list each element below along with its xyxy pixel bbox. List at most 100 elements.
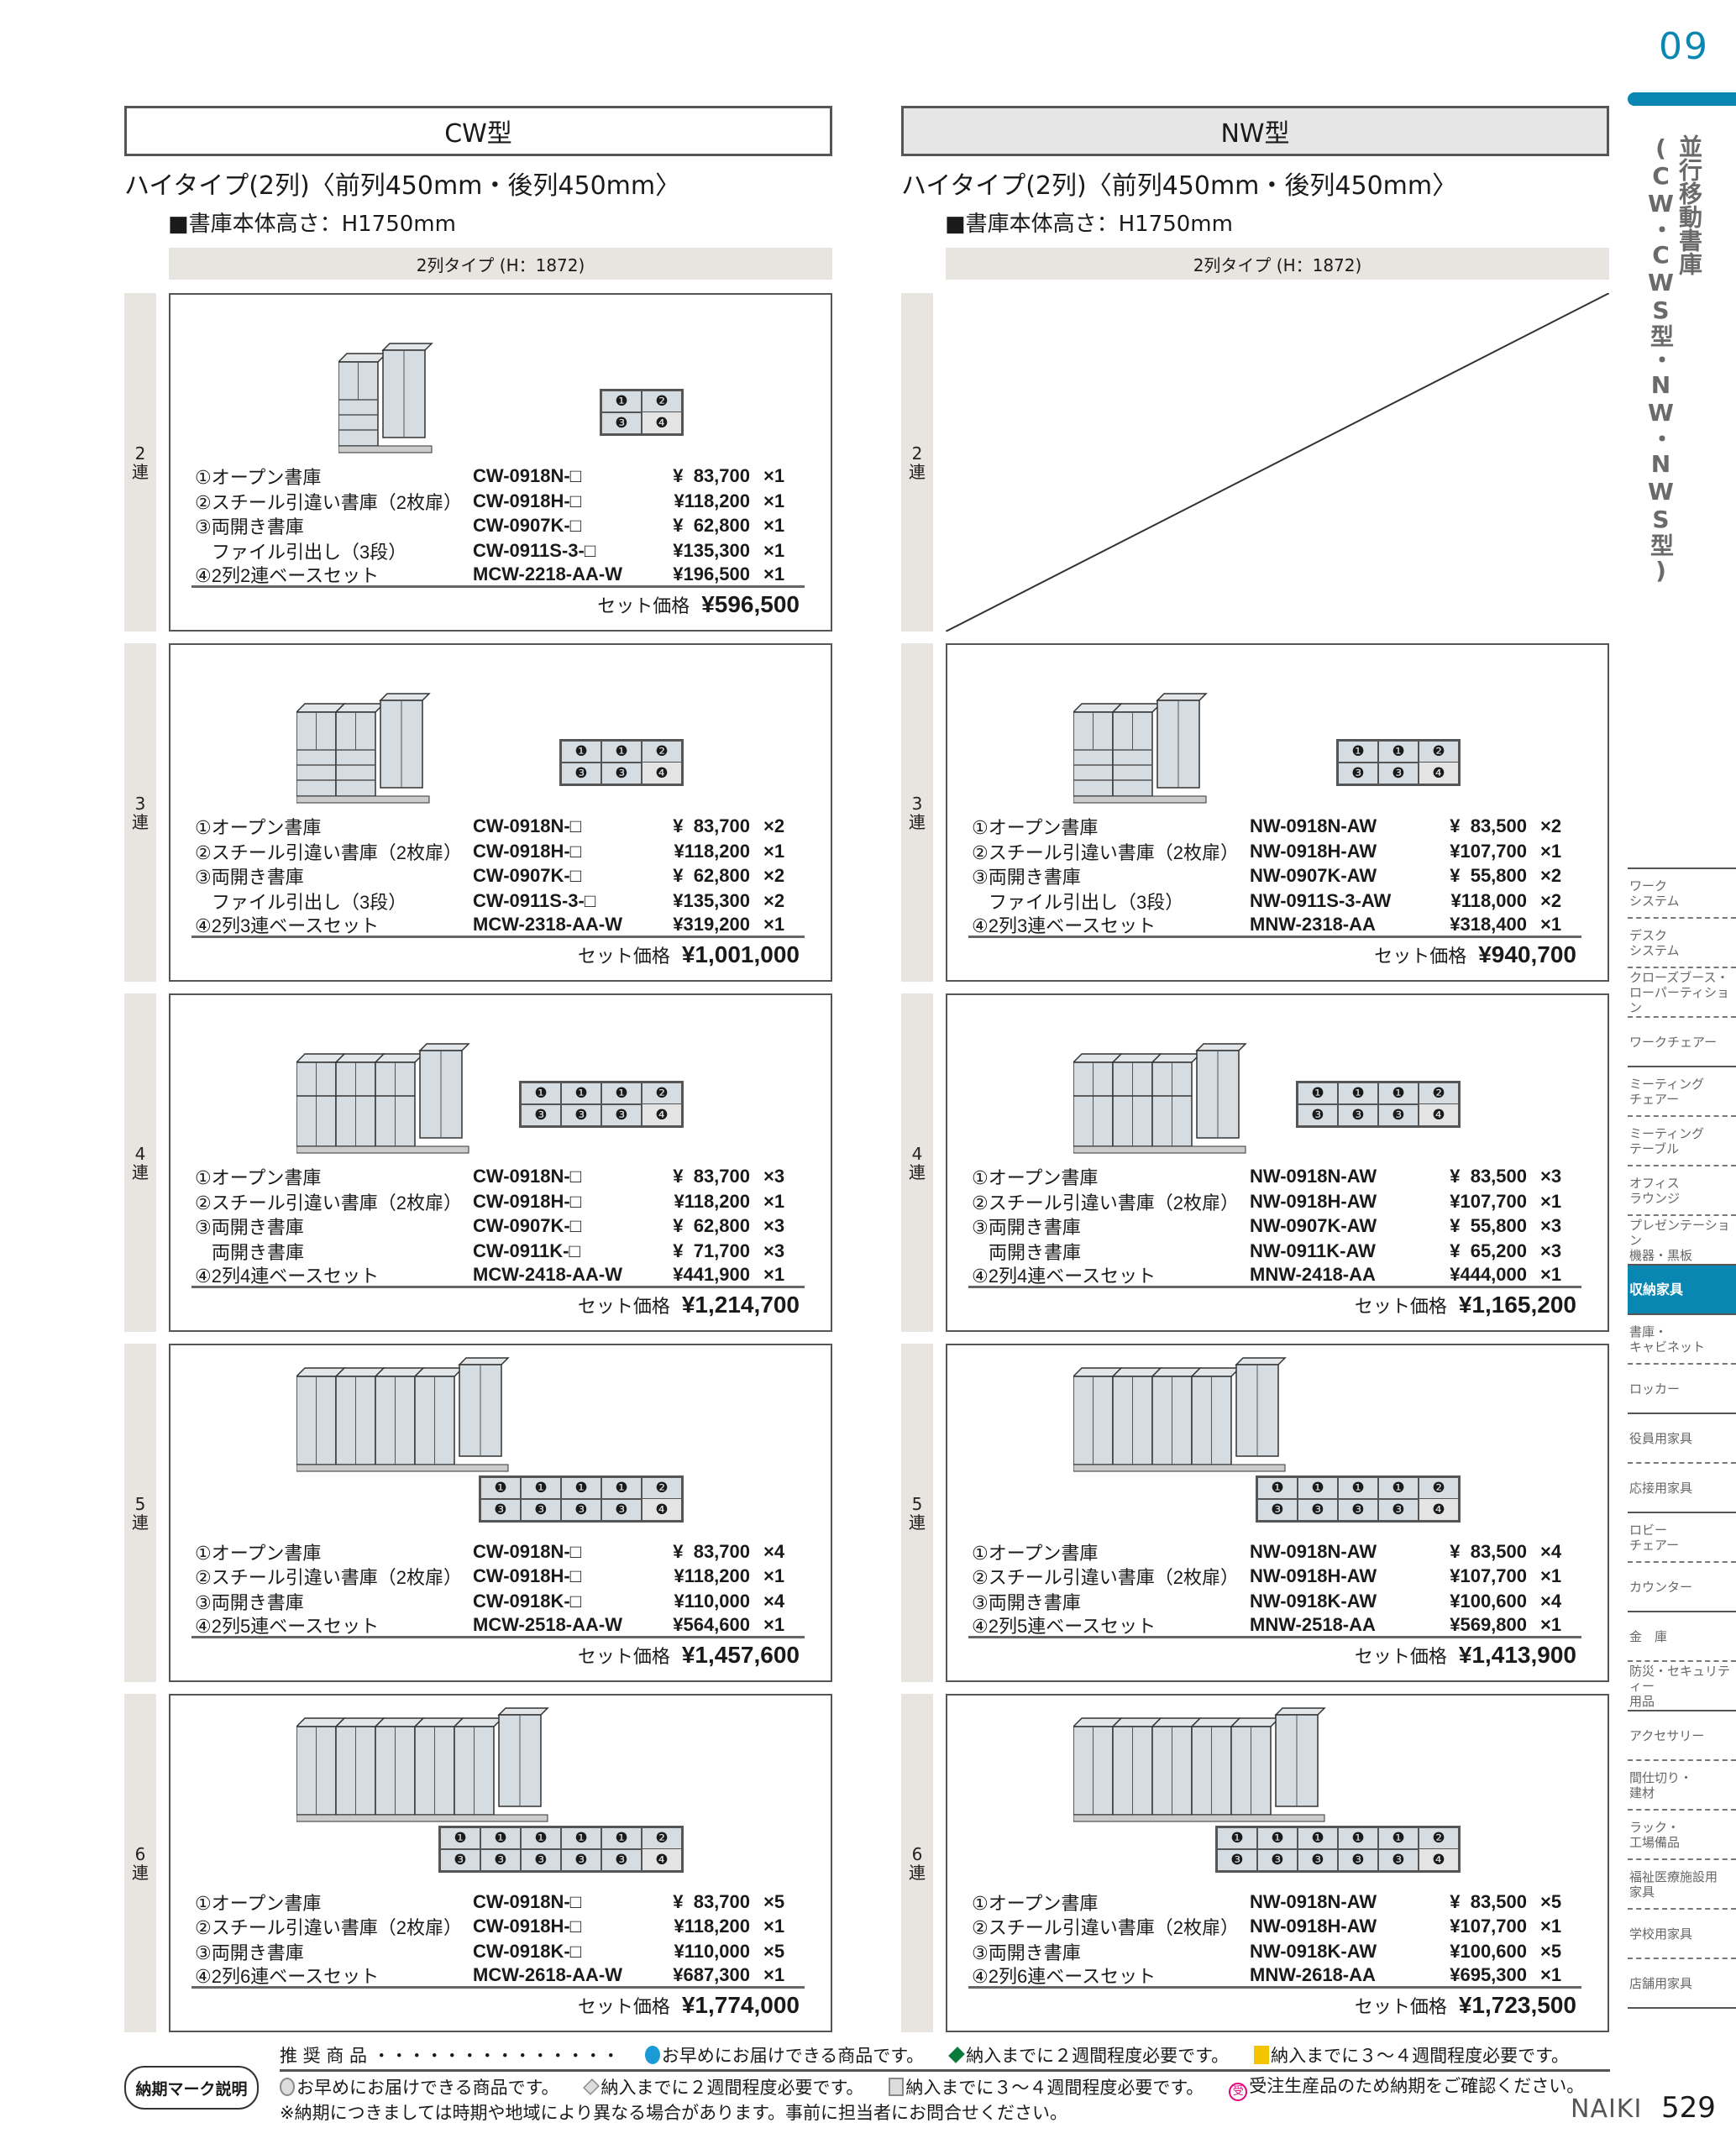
body-height-note: ■書庫本体高さ：H1750mm bbox=[168, 212, 456, 237]
table-row: ファイル引出し（3段） CW-0911S-3-□ ¥135,300 ×1 bbox=[191, 538, 805, 563]
price-table: ①オープン書庫 NW-0918N-AW ¥ 83,500 ×2 ②スチール引違い書庫（2… bbox=[968, 815, 1581, 969]
table-row: ②スチール引違い書庫（2枚扉） CW-0918H-□ ¥118,200 ×1 bbox=[191, 489, 805, 514]
sidebar-item[interactable]: 学校用家具 bbox=[1628, 1910, 1736, 1959]
grid-cell: ❶ bbox=[521, 1477, 561, 1499]
price-table: ①オープン書庫 CW-0918N-□ ¥ 83,700 ×5 ②スチール引違い書庫（2枚… bbox=[191, 1890, 805, 2019]
grid-cell: ❸ bbox=[601, 412, 642, 434]
grid-cell: ❶ bbox=[480, 1477, 521, 1499]
section-vertical-title: 並行移動書庫 (CW・CWS型・NW・NWS型) bbox=[1646, 134, 1703, 584]
item-name: ②スチール引違い書庫（2枚扉） bbox=[972, 1567, 1239, 1589]
item-name: ②スチール引違い書庫（2枚扉） bbox=[195, 491, 462, 513]
item-qty: ×1 bbox=[763, 1190, 785, 1212]
sidebar-item[interactable]: 収納家具 bbox=[1628, 1266, 1736, 1315]
sidebar-item[interactable]: ロッカー bbox=[1628, 1365, 1736, 1414]
item-name: ①オープン書庫 bbox=[972, 1542, 1099, 1564]
sidebar-item[interactable]: 店舗用家具 bbox=[1628, 1959, 1736, 2009]
sidebar-item[interactable]: ミーティング チェアー bbox=[1628, 1067, 1736, 1117]
sidebar-item[interactable]: ミーティング テーブル bbox=[1628, 1117, 1736, 1166]
legend-rec2: 納入までに２週間程度必要です。 bbox=[966, 2046, 1230, 2066]
table-row: ③両開き書庫 CW-0907K-□ ¥ 62,800 ×2 bbox=[191, 864, 805, 889]
price-table: ①オープン書庫 CW-0918N-□ ¥ 83,700 ×3 ②スチール引違い書庫（2枚… bbox=[191, 1165, 805, 1319]
sidebar-item[interactable]: クローズブース・ ローパーティション bbox=[1628, 968, 1736, 1018]
sidebar-item[interactable]: アクセサリー bbox=[1628, 1711, 1736, 1761]
item-qty: ×2 bbox=[1540, 889, 1562, 911]
item-price: ¥110,000 bbox=[674, 1940, 750, 1962]
set-price-row: セット価格 ¥1,723,500 bbox=[968, 1989, 1581, 2019]
sliding-cabinet-top bbox=[379, 693, 431, 701]
cabinet-top bbox=[334, 703, 385, 713]
cabinet-top bbox=[374, 1053, 425, 1063]
item-model: NW-0918N-AW bbox=[1250, 815, 1377, 837]
item-price: ¥ 55,800 bbox=[1450, 865, 1527, 887]
item-price: ¥107,700 bbox=[1450, 1565, 1527, 1587]
sidebar-item[interactable]: 福祉医療施設用 家具 bbox=[1628, 1860, 1736, 1910]
grid-cell: ❸ bbox=[521, 1104, 561, 1126]
base-rail bbox=[1073, 1145, 1246, 1154]
sidebar-item[interactable]: ラック・ 工場備品 bbox=[1628, 1811, 1736, 1860]
item-name: ③両開き書庫 bbox=[195, 1942, 304, 1963]
base-rail bbox=[296, 1145, 469, 1154]
grid-cell: ❸ bbox=[1338, 1104, 1378, 1126]
sidebar-item[interactable]: ワーク システム bbox=[1628, 869, 1736, 919]
sidebar-item[interactable]: カウンター bbox=[1628, 1563, 1736, 1612]
sidebar-item[interactable]: 応接用家具 bbox=[1628, 1464, 1736, 1513]
grid-cell: ❹ bbox=[1419, 1104, 1459, 1126]
sidebar-item[interactable]: 書庫・ キャビネット bbox=[1628, 1315, 1736, 1365]
set-price-row: セット価格 ¥1,774,000 bbox=[191, 1989, 805, 2019]
base-rail bbox=[1073, 1464, 1286, 1472]
set-panel bbox=[946, 293, 1609, 632]
sidebar-item[interactable]: プレゼンテーション 機器・黒板 bbox=[1628, 1216, 1736, 1266]
item-name: ①オープン書庫 bbox=[972, 817, 1099, 839]
brand-logo: NAIKI bbox=[1571, 2094, 1643, 2124]
recommended-label: 推 奨 商 品 ・・・・・・・・・・・・・・ bbox=[280, 2046, 620, 2066]
grid-cell: ❹ bbox=[1419, 763, 1459, 784]
item-name: ②スチール引違い書庫（2枚扉） bbox=[195, 1917, 462, 1939]
grid-cell: ❷ bbox=[642, 741, 682, 763]
unit-suffix: 連 bbox=[132, 461, 149, 482]
set-price-value: ¥1,413,900 bbox=[1458, 1642, 1576, 1668]
item-qty: ×1 bbox=[763, 840, 785, 862]
item-price: ¥107,700 bbox=[1450, 1190, 1527, 1212]
sliding-cabinet-top bbox=[497, 1707, 549, 1716]
sidebar-item[interactable]: ロビー チェアー bbox=[1628, 1513, 1736, 1563]
item-model: CW-0907K-□ bbox=[473, 1215, 581, 1237]
item-model: MCW-2318-AA-W bbox=[473, 913, 622, 935]
grid-cell: ❸ bbox=[601, 1104, 642, 1126]
cabinet-top bbox=[1151, 1053, 1202, 1063]
model-header: CW型 bbox=[124, 106, 832, 156]
sidebar-item[interactable]: 金 庫 bbox=[1628, 1612, 1736, 1662]
set-panel: ❶ ❶ ❶ ❶ ❶ ❷ ❸ ❸ ❸ ❸ ❸ ❹ ①オープン書庫 CW-0918N-□ ¥ 83,700 ×5 ②… bbox=[169, 1694, 832, 2032]
grid-cell: ❸ bbox=[521, 1499, 561, 1521]
item-price: ¥ 71,700 bbox=[673, 1240, 750, 1261]
item-name: ②スチール引違い書庫（2枚扉） bbox=[972, 841, 1239, 863]
sidebar-item[interactable]: デスク システム bbox=[1628, 919, 1736, 968]
item-qty: ×2 bbox=[1540, 815, 1562, 837]
set-price-value: ¥1,457,600 bbox=[681, 1642, 800, 1668]
table-row: ④2列2連ベースセット MCW-2218-AA-W ¥196,500 ×1 bbox=[191, 563, 805, 588]
price-table: ①オープン書庫 NW-0918N-AW ¥ 83,500 ×3 ②スチール引違い書庫（2… bbox=[968, 1165, 1581, 1319]
item-name: ②スチール引違い書庫（2枚扉） bbox=[195, 1567, 462, 1589]
sidebar-item[interactable]: ワークチェアー bbox=[1628, 1018, 1736, 1067]
item-name: ④2列4連ベースセット bbox=[195, 1265, 380, 1287]
grid-cell: ❷ bbox=[1419, 1082, 1459, 1104]
base-rail bbox=[338, 445, 433, 453]
price-table: ①オープン書庫 CW-0918N-□ ¥ 83,700 ×2 ②スチール引違い書庫（2枚… bbox=[191, 815, 805, 969]
grid-cell: ❶ bbox=[1217, 1827, 1257, 1849]
item-price: ¥318,400 bbox=[1450, 913, 1527, 935]
sidebar-item[interactable]: 間仕切り・ 建材 bbox=[1628, 1761, 1736, 1811]
item-name: ③両開き書庫 bbox=[195, 1217, 304, 1239]
item-price: ¥ 83,500 bbox=[1450, 1540, 1527, 1562]
sidebar-item[interactable]: オフィス ラウンジ bbox=[1628, 1166, 1736, 1216]
grid-cell: ❸ bbox=[1378, 763, 1419, 784]
sidebar-item[interactable]: 役員用家具 bbox=[1628, 1414, 1736, 1464]
item-qty: ×2 bbox=[763, 865, 785, 887]
sidebar-item[interactable]: 防災・セキュリティー 用品 bbox=[1628, 1662, 1736, 1711]
body-height-note: ■書庫本体高さ：H1750mm bbox=[945, 212, 1233, 237]
table-row: ③両開き書庫 NW-0907K-AW ¥ 55,800 ×3 bbox=[968, 1214, 1581, 1240]
